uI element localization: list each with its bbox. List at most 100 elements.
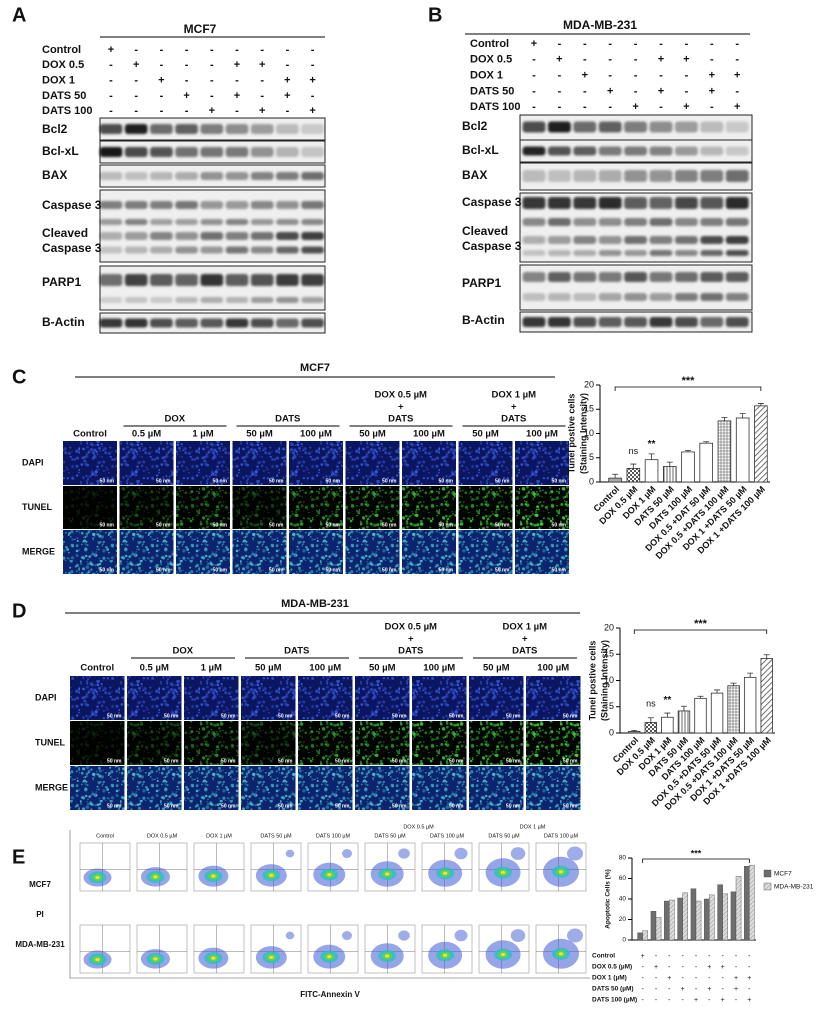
treatment-sign: - [134,90,138,102]
blot-band [124,297,148,303]
scale-label: 50 nm [213,478,228,484]
y-tick-label: 15 [584,404,594,414]
flow-cloud [211,874,216,878]
treatment-sign: - [109,59,113,71]
blot-band [276,274,299,286]
blot-band [674,272,698,282]
treatment-sign: + [734,975,738,982]
blot-band [200,232,224,240]
bar [709,894,715,941]
scale-label: 50 nm [221,713,236,719]
y-tick-label: 20 [584,379,594,389]
scale-label: 50 nm [156,522,171,528]
treatment-sign: - [558,38,562,50]
micro-image [176,530,230,574]
flow-cloud [327,955,332,959]
blot-band [99,124,123,134]
treatment-sign: + [158,75,164,87]
blot-band [225,232,249,240]
group-label: DOX 0.5 µM [385,622,438,633]
error-bar [648,453,655,460]
treatment-sign: - [235,75,239,87]
flow-col-title: DOX 1 µM [206,833,232,839]
treatment-label: DOX 1 (µM) [592,975,627,982]
flow-cloud [95,957,100,962]
treatment-sign: + [734,101,740,113]
micro-dim [289,486,343,529]
scale-label: 50 nm [213,522,228,528]
blot-band [276,297,299,303]
flow-cloud [567,928,583,943]
panel-letter: C [12,366,26,388]
scale-label: 50 nm [449,713,464,719]
scale-label: 50 nm [335,713,350,719]
blot-band [649,272,673,282]
annotation: ** [648,439,656,450]
blot-band [200,124,224,134]
micro-image [402,486,456,529]
blot-band [225,246,249,254]
flow-col-title: Control [96,833,114,839]
blot-band [276,246,299,254]
scale-label: 50 nm [563,713,578,719]
bar [644,459,659,483]
blot-label: BAX [462,168,487,182]
y-tick-label: 0 [589,476,594,486]
scale-label: 50 nm [552,522,567,528]
micro-image [289,486,343,529]
micro-image [402,441,456,485]
flow-cloud [558,952,564,956]
treatment-sign: - [634,38,638,50]
blot-band [624,317,648,327]
treatment-sign: - [311,44,315,56]
bar [735,876,742,941]
treatment-sign: - [185,75,189,87]
significance-bracket [614,386,762,391]
scale-label: 50 nm [506,758,521,764]
treatment-sign: - [160,105,164,117]
treatment-sign: + [721,997,725,1004]
scale-label: 50 nm [100,522,115,528]
significance-bracket [642,858,750,863]
blot-band [522,293,546,301]
blot-band [250,232,274,240]
blot-band [573,218,597,226]
error-bar [739,413,746,418]
blot-band [573,170,597,182]
bar [655,917,662,941]
blot-band [124,232,148,240]
flow-col-title: DATS 50 µM [374,833,406,839]
treatment-sign: - [583,85,587,97]
treatment-sign: + [694,997,698,1004]
blot-band [175,246,198,254]
blot-band [700,121,724,133]
scale-label: 50 nm [269,478,284,484]
blot-band [301,274,324,286]
flow-axis-label: FITC-Annexin V [300,990,360,999]
micro-image [402,530,456,574]
blot-label: Bcl2 [42,122,68,136]
group-label: DATS [275,414,300,425]
blot-band [175,124,198,134]
sub-label: 50 µM [359,429,386,440]
scale-label: 50 nm [506,713,521,719]
error-bar [647,717,654,723]
scale-label: 50 nm [164,758,179,764]
treatment-sign: - [641,975,644,982]
micro-image [184,766,239,810]
treatment-sign: - [681,964,684,971]
treatment-sign: - [235,105,239,117]
blot-band [547,197,571,209]
sub-label: 100 µM [309,663,341,674]
blot-band [700,218,724,226]
treatment-sign: - [685,70,689,82]
bar [704,898,710,941]
group-label: DATS [398,646,423,657]
blot-band [225,172,249,180]
treatment-sign: + [234,90,240,102]
blot-label: Cleaved [42,226,88,240]
blot-band [99,297,123,303]
blot-band [649,236,673,244]
blot-band [674,293,698,301]
treatment-sign: - [655,953,658,960]
